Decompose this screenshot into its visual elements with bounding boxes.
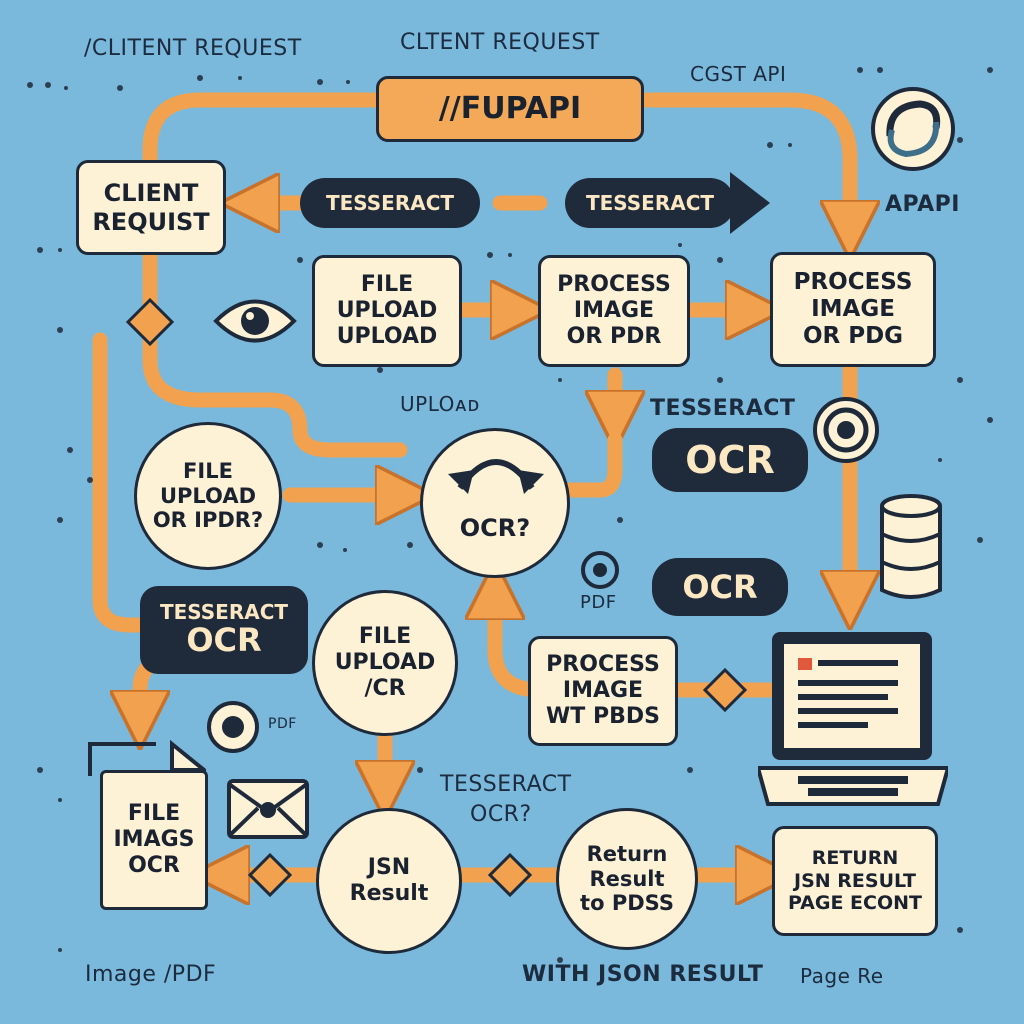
document-icon	[207, 701, 259, 753]
label-cost-api: CGST API	[690, 62, 787, 86]
label-upload-note: UPLOᴀᴅ	[400, 392, 480, 416]
connector-left-loop	[142, 292, 408, 458]
node-file-upload-ocr: FILE UPLOAD /CR	[312, 590, 458, 736]
pill-arrow-right-icon	[730, 172, 770, 234]
envelope-icon	[227, 779, 309, 839]
label-tesseract-ocr-q-line2: OCR?	[470, 802, 532, 827]
node-file-image-ocr: FILE IMAGS OCR	[100, 770, 208, 910]
connector-left-lower	[92, 332, 168, 633]
database-icon	[880, 494, 942, 599]
node-return-json-result: RETURN JSN RESULT PAGE ECONT	[772, 826, 938, 936]
junction-diamond-bottom-left	[247, 852, 293, 898]
connector-ocr-up	[557, 432, 623, 498]
laptop-icon	[758, 632, 948, 806]
node-fupapi: //FUPAPI	[376, 76, 644, 142]
connector-top-loop	[142, 92, 850, 308]
label-image-pdf-footer: Image /PDF	[85, 962, 217, 987]
node-process-image-pdg: PROCESS IMAGE OR PDG	[770, 252, 936, 367]
eye-icon	[213, 299, 297, 343]
target-icon	[813, 397, 879, 463]
label-client-request-left: /CLITENT REQUEST	[84, 36, 302, 61]
pill-tesseract-left: TESSERACT	[300, 178, 480, 228]
swirl-logo-icon	[871, 87, 955, 171]
junction-diamond-right	[702, 667, 748, 713]
node-process-image-pdr: PROCESS IMAGE OR PDR	[538, 255, 690, 367]
pill-tesseract-ocr-line2: OCR	[186, 621, 262, 660]
label-json-result-footer: WITH JSON RESULT	[522, 962, 764, 987]
pill-ocr-mid: OCR	[652, 558, 788, 616]
label-client-request-top: CLTENT REQUEST	[400, 30, 600, 55]
junction-diamond-bottom-mid	[487, 852, 533, 898]
junction-diamond-left	[125, 297, 175, 347]
node-return-result-pdss: Return Result to PDSS	[556, 808, 698, 950]
node-client-request: CLIENT REQUIST	[76, 160, 226, 255]
pill-tesseract-right: TESSERACT	[565, 178, 735, 228]
node-json-result: JSN Result	[316, 808, 462, 954]
file-stack-icon	[88, 740, 206, 776]
label-pdf-note: PDF	[580, 592, 617, 613]
label-page-footer: Page Re	[800, 964, 884, 988]
node-file-upload-ipdr: FILE UPLOAD OR IPDR?	[134, 422, 282, 570]
pdf-icon	[581, 551, 619, 589]
pill-ocr-big: OCR	[652, 428, 808, 492]
pill-tesseract-ocr-line1: TESSERACT	[159, 600, 289, 625]
node-ocr-center: OCR?	[420, 428, 570, 578]
label-apapi: APAPI	[885, 192, 960, 217]
label-tesseract-ocr-q-line1: TESSERACT	[440, 772, 572, 797]
refresh-arrows-icon	[448, 459, 544, 494]
label-tesseract-mid: TESSERACT	[650, 396, 796, 421]
node-process-image-pbds: PROCESS IMAGE WT PBDS	[528, 636, 678, 746]
pill-tesseract-ocr: TESSERACT OCR	[140, 586, 308, 674]
node-file-upload-upload: FILE UPLOAD UPLOAD	[312, 255, 462, 367]
node-ocr-center-label: OCR?	[459, 513, 531, 542]
label-pdf-small: PDF	[268, 716, 297, 732]
